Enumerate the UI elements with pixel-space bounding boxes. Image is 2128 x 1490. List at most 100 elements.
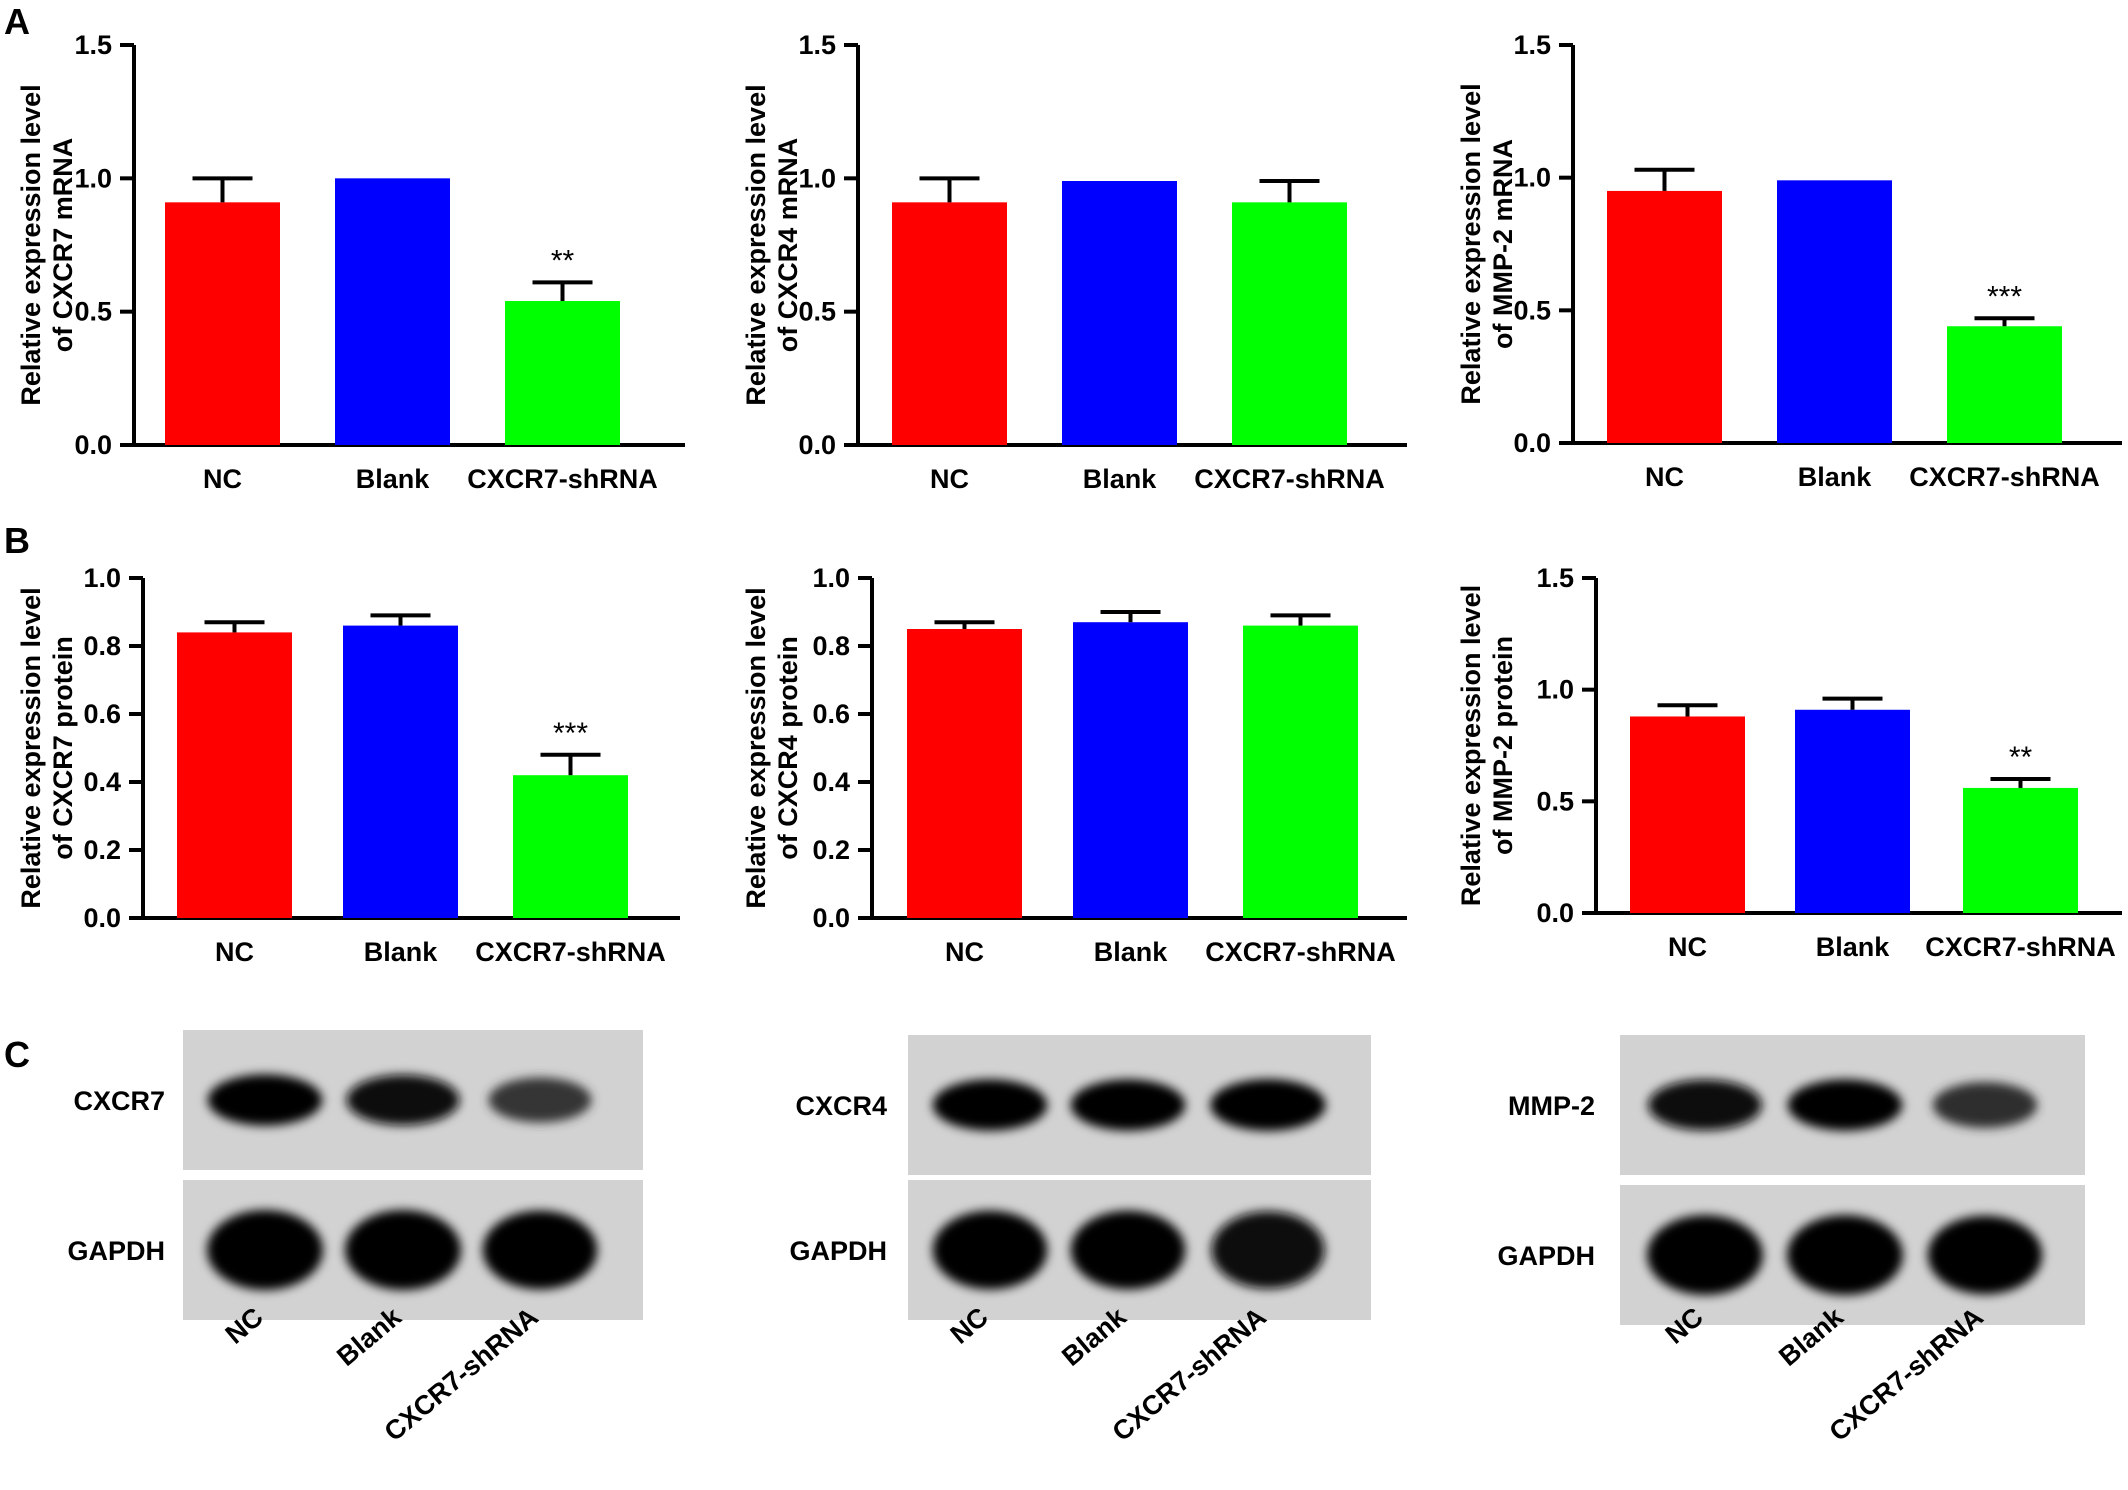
blot-band [1211, 1211, 1325, 1289]
y-axis-label-line: Relative expression level [741, 84, 771, 405]
chart-2: 0.0 0.5 1.0 1.5 NC Blank CXCR7-shRNA Relative e… [741, 30, 1407, 494]
y-axis-label-line: of MMP-2 mRNA [1488, 139, 1518, 349]
y-axis-label-line: Relative expression level [16, 587, 46, 908]
y-tick-label: 1.0 [812, 563, 850, 593]
blot-band [207, 1210, 323, 1290]
y-axis-label-line: of CXCR7 mRNA [48, 138, 78, 353]
y-tick-label: 0.6 [812, 699, 850, 729]
bar-blank [1795, 709, 1910, 913]
blot-band [1927, 1215, 2043, 1295]
y-axis-label: Relative expression levelof CXCR4 protei… [741, 587, 803, 908]
y-tick-label: 0.2 [812, 835, 850, 865]
category-label: Blank [1816, 932, 1891, 962]
bar-blank [1073, 622, 1188, 918]
blot-target-label: MMP-2 [1508, 1091, 1595, 1121]
category-label: NC [203, 464, 242, 494]
blot-target-label: CXCR7 [73, 1086, 165, 1116]
significance-label: *** [1987, 280, 2022, 313]
bar-nc [1630, 716, 1745, 913]
y-tick-label: 0.4 [83, 767, 121, 797]
panel-letter-b: B [4, 520, 30, 561]
blot-band [1070, 1210, 1186, 1290]
y-tick-label: 0.6 [83, 699, 121, 729]
y-tick-label: 0.0 [1513, 428, 1551, 458]
y-tick-label: 1.5 [1513, 30, 1551, 60]
y-tick-label: 0.4 [812, 767, 850, 797]
blot-band [1210, 1079, 1326, 1131]
y-axis-label-line: of CXCR7 protein [48, 636, 78, 860]
blot-band [346, 1074, 460, 1126]
blot-band [932, 1210, 1048, 1290]
blot-loading-label: GAPDH [67, 1236, 165, 1266]
blot-band [1787, 1079, 1903, 1131]
bar-cxcr7-shrna [1232, 202, 1347, 445]
y-tick-label: 0.5 [74, 297, 112, 327]
y-tick-label: 1.5 [74, 30, 112, 60]
bar-cxcr7-shrna [505, 301, 620, 445]
y-axis-label-line: of CXCR4 protein [773, 636, 803, 860]
y-tick-label: 1.5 [1536, 563, 1574, 593]
chart-6: 0.0 0.5 1.0 1.5 NC Blank ** CXCR7-shRNA Relative… [1456, 563, 2122, 962]
bar-cxcr7-shrna [1947, 326, 2062, 443]
lane-label: CXCR7-shRNA [1107, 1302, 1272, 1447]
bar-blank [1062, 181, 1177, 445]
blot-band [1647, 1215, 1763, 1295]
chart-4: 0.0 0.2 0.4 0.6 0.8 1.0 NC Blank *** CXCR7-shRNA R… [16, 563, 680, 967]
blot-band [482, 1210, 598, 1290]
y-tick-label: 0.5 [798, 297, 836, 327]
bar-nc [907, 629, 1022, 918]
bar-blank [335, 178, 450, 446]
y-tick-label: 1.0 [83, 563, 121, 593]
y-axis-label: Relative expression levelof CXCR7 protei… [16, 587, 78, 908]
y-tick-label: 1.5 [798, 30, 836, 60]
category-label: NC [930, 464, 969, 494]
category-label: NC [945, 937, 984, 967]
blot-band [1070, 1079, 1186, 1131]
blot-band [1787, 1215, 1903, 1295]
category-label: CXCR7-shRNA [1925, 932, 2116, 962]
category-label: Blank [364, 937, 439, 967]
blot-loading-label: GAPDH [789, 1236, 887, 1266]
category-label: Blank [356, 464, 431, 494]
blot-band [1648, 1079, 1762, 1131]
y-axis-label-line: of CXCR4 mRNA [773, 138, 803, 353]
blot-target-label: CXCR4 [795, 1091, 887, 1121]
y-tick-label: 0.5 [1536, 786, 1574, 816]
y-axis-label: Relative expression levelof CXCR7 mRNA [16, 84, 78, 405]
chart-5: 0.0 0.2 0.4 0.6 0.8 1.0 NC Blank CXCR7-shRNA Rela… [741, 563, 1407, 967]
category-label: CXCR7-shRNA [475, 937, 666, 967]
bar-blank [343, 625, 458, 918]
bar-cxcr7-shrna [513, 775, 628, 918]
chart-1: 0.0 0.5 1.0 1.5 NC Blank ** CXCR7-shRNA Relative… [16, 30, 685, 494]
significance-label: *** [553, 717, 588, 750]
y-axis-label: Relative expression levelof CXCR4 mRNA [741, 84, 803, 405]
category-label: CXCR7-shRNA [1909, 462, 2100, 492]
category-label: Blank [1094, 937, 1169, 967]
category-label: CXCR7-shRNA [467, 464, 658, 494]
y-tick-label: 0.0 [798, 430, 836, 460]
category-label: NC [1668, 932, 1707, 962]
y-axis-label-line: Relative expression level [1456, 585, 1486, 906]
blot-band [488, 1077, 592, 1123]
category-label: Blank [1083, 464, 1158, 494]
blot-band [1932, 1082, 2038, 1128]
y-tick-label: 0.8 [83, 631, 121, 661]
category-label: CXCR7-shRNA [1194, 464, 1385, 494]
y-tick-label: 0.0 [74, 430, 112, 460]
category-label: NC [215, 937, 254, 967]
y-tick-label: 1.0 [1513, 163, 1551, 193]
bar-nc [1607, 190, 1722, 443]
y-tick-label: 0.0 [83, 903, 121, 933]
category-label: NC [1645, 462, 1684, 492]
bar-nc [165, 202, 280, 445]
y-tick-label: 0.2 [83, 835, 121, 865]
blot-band [345, 1210, 461, 1290]
significance-label: ** [551, 244, 575, 277]
panel-letter-a: A [4, 1, 30, 42]
bar-cxcr7-shrna [1963, 787, 2078, 913]
